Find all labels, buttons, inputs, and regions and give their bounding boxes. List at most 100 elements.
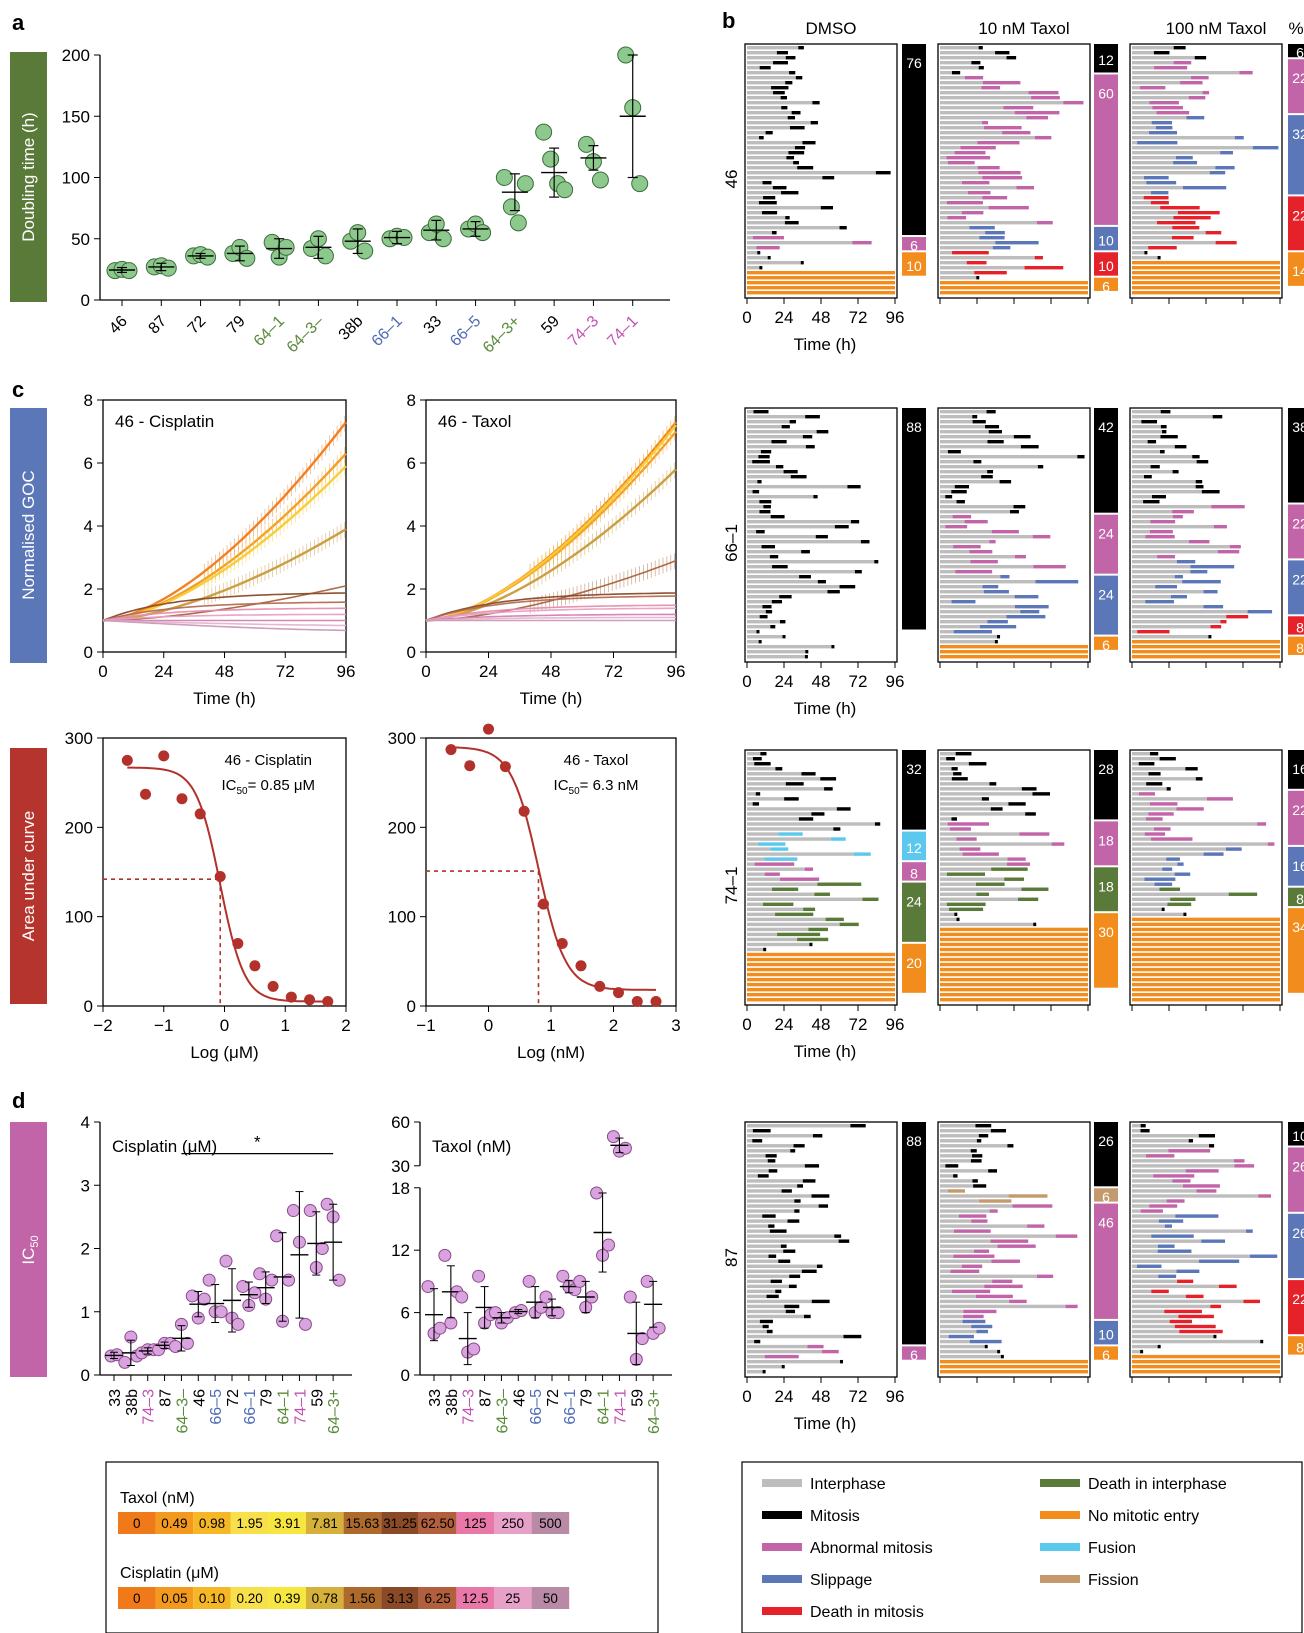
data-point: [304, 994, 316, 1006]
cell-trace: [940, 1124, 976, 1128]
cell-event: [1020, 445, 1039, 449]
cell-trace: [747, 480, 758, 484]
cell-trace: [1132, 1354, 1280, 1359]
cell-trace: [1132, 246, 1149, 250]
cell-event: [785, 81, 793, 85]
cisplatin-swatch-label: 1.56: [349, 1591, 375, 1606]
cell-trace: [940, 942, 1088, 947]
taxol-swatch: [343, 1512, 382, 1534]
cell-event: [809, 942, 813, 947]
cell-trace: [940, 156, 947, 160]
cell-trace: [747, 206, 821, 210]
cell-trace: [1132, 585, 1156, 589]
cell-trace: [1132, 291, 1280, 295]
cell-trace: [940, 96, 1032, 100]
y-tick-label: 18: [391, 1179, 410, 1198]
cisplatin-swatch-label: 0.78: [312, 1591, 338, 1606]
cell-event: [794, 1199, 801, 1203]
cell-event: [770, 847, 789, 851]
cell-trace: [747, 610, 766, 614]
cell-trace: [940, 635, 998, 639]
cell-event: [852, 241, 872, 245]
cell-trace: [747, 1214, 763, 1218]
cell-event: [778, 832, 803, 836]
cell-trace: [747, 221, 785, 225]
data-point: [282, 1273, 296, 1287]
cell-trace: [1132, 972, 1280, 977]
cell-event: [776, 51, 788, 55]
cell-trace: [1132, 787, 1167, 791]
data-point: [180, 1336, 194, 1350]
cell-trace: [1132, 1314, 1179, 1319]
cell-event: [1234, 1164, 1255, 1168]
fate-percentage-bar: [1094, 1188, 1118, 1202]
taxol-swatch: [155, 1512, 194, 1534]
data-point: [483, 723, 494, 735]
cell-event: [1183, 912, 1187, 917]
x-tick-label: 72: [185, 313, 210, 338]
cell-event: [1226, 615, 1249, 619]
cell-event: [1195, 777, 1203, 781]
cell-event: [1172, 226, 1200, 230]
cell-event: [991, 1259, 1020, 1263]
cell-trace: [747, 757, 753, 761]
cell-trace: [1132, 1214, 1176, 1218]
cell-trace: [940, 1179, 973, 1183]
fate-percentage-bar: [1094, 636, 1118, 650]
cell-event: [1031, 96, 1060, 100]
fate-percentage-label: 16: [1292, 761, 1304, 777]
cell-event: [954, 485, 970, 489]
cell-trace: [747, 1294, 767, 1299]
cell-event: [1160, 410, 1171, 414]
cell-event: [775, 1289, 782, 1294]
cell-trace: [940, 1139, 977, 1143]
cell-trace: [940, 61, 972, 65]
cell-trace: [747, 81, 786, 85]
cell-trace: [747, 106, 782, 110]
fate-percentage-label: 24: [1098, 587, 1114, 603]
cell-event: [1144, 251, 1148, 255]
cell-trace: [747, 1159, 768, 1163]
cell-event: [1177, 211, 1220, 215]
cell-trace: [747, 146, 795, 150]
y-tick-label: 1: [81, 1303, 90, 1322]
cell-trace: [1132, 977, 1280, 982]
cell-event: [1159, 887, 1181, 891]
cisplatin-swatch: [343, 1587, 382, 1609]
cell-event: [771, 440, 787, 444]
cell-event: [752, 460, 770, 464]
cell-event: [1162, 430, 1167, 434]
cell-trace: [747, 1339, 755, 1344]
cell-event: [763, 902, 794, 907]
cell-event: [1176, 1269, 1200, 1273]
svg-text:Doubling time (h): Doubling time (h): [19, 112, 38, 241]
cell-trace: [940, 1224, 1028, 1228]
cell-trace: [1132, 435, 1161, 439]
data-point: [433, 1321, 447, 1335]
cell-event: [1150, 191, 1169, 195]
cisplatin-swatch: [494, 1587, 532, 1609]
cisplatin-swatch: [155, 1587, 194, 1609]
cell-event: [973, 460, 982, 464]
cell-event: [789, 1274, 801, 1279]
cell-trace: [1132, 1169, 1186, 1173]
cell-event: [1234, 1159, 1245, 1163]
cell-event: [804, 655, 808, 659]
cell-trace: [1132, 510, 1173, 514]
cell-event: [1024, 266, 1064, 270]
cell-event: [1196, 460, 1209, 464]
taxol-swatch-label: 0.98: [199, 1516, 225, 1531]
x-tick-label: 96: [886, 308, 905, 327]
fate-percentage-label: 76: [906, 55, 922, 71]
cell-trace: [940, 817, 952, 821]
cell-trace: [1132, 947, 1280, 952]
cell-event: [953, 545, 981, 549]
cell-trace: [1132, 221, 1158, 225]
cell-event: [780, 1244, 787, 1248]
cell-trace: [747, 1269, 802, 1273]
cell-event: [986, 410, 996, 414]
cell-trace: [747, 832, 779, 836]
cell-trace: [1132, 842, 1268, 846]
cell-trace: [747, 166, 798, 170]
fate-swatch: [1040, 1543, 1080, 1551]
